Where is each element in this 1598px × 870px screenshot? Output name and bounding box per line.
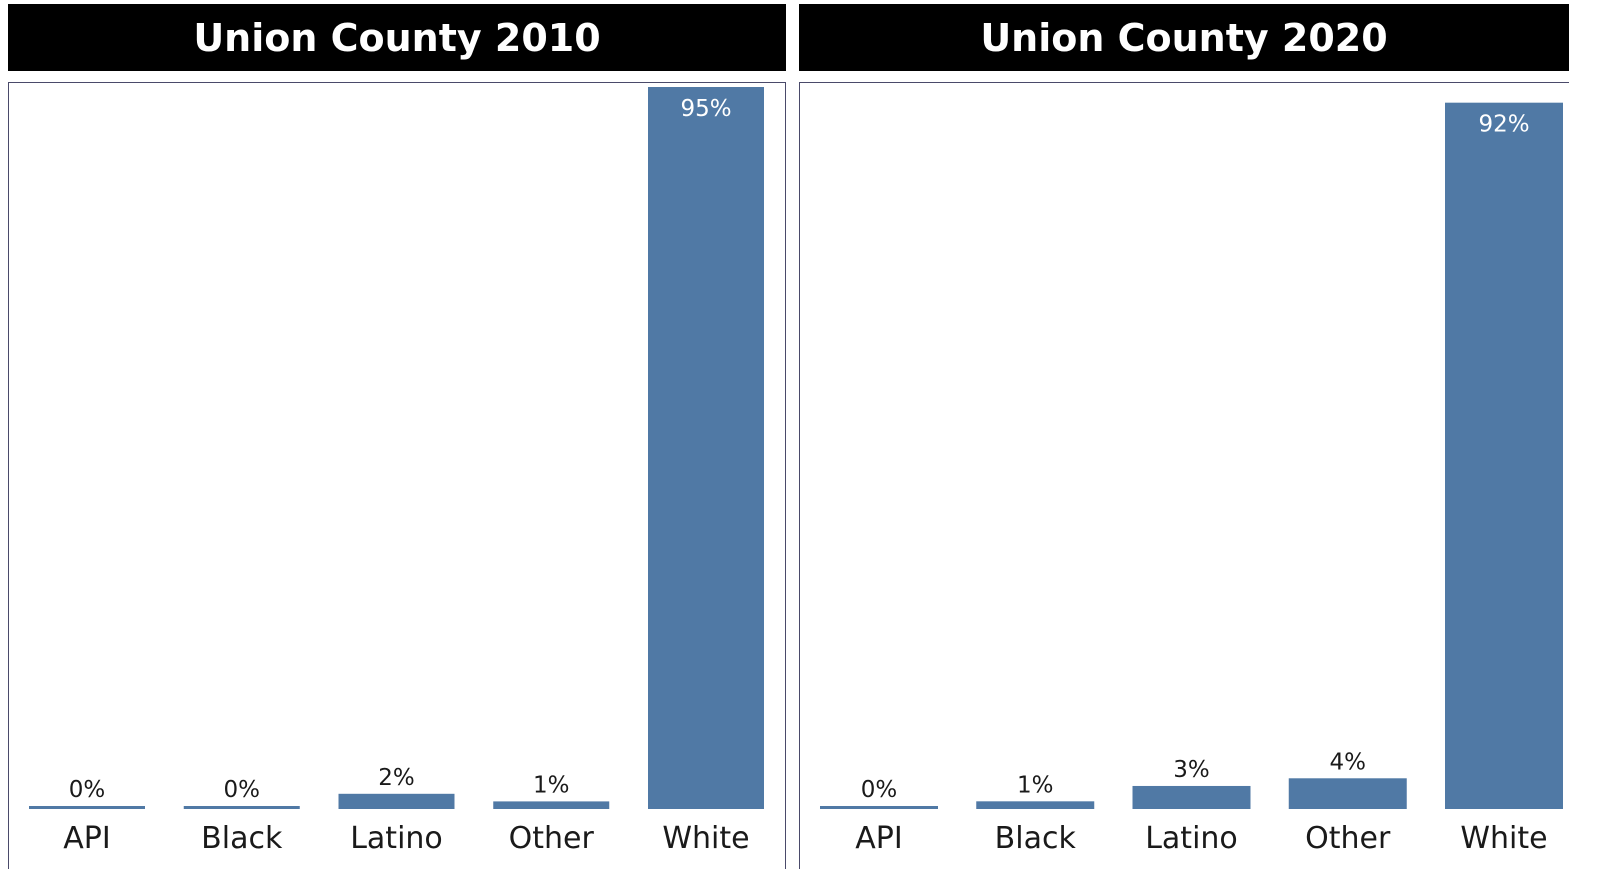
data-label-black: 0% (224, 777, 261, 803)
data-label-api: 0% (861, 777, 898, 803)
chart-title: Union County 2020 (799, 4, 1569, 71)
x-tick-label-latino: Latino (350, 821, 443, 856)
chart-panel-2020: Union County 2020 0% API 1% Black 3% Latino 4%… (799, 4, 1569, 869)
bar-latino (338, 793, 455, 809)
x-tick-label-other: Other (509, 821, 595, 856)
x-tick-label-black: Black (995, 821, 1077, 856)
x-tick-label-api: API (63, 821, 110, 856)
x-tick-label-latino: Latino (1145, 821, 1238, 856)
data-label-latino: 3% (1173, 757, 1210, 783)
bar-white (648, 87, 764, 809)
bar-other (1288, 778, 1407, 809)
x-tick-label-other: Other (1305, 821, 1391, 856)
bar-black (976, 801, 1095, 809)
plot-area: 0% API 0% Black 2% Latino 1% Other 95% White (8, 82, 786, 869)
data-label-other: 1% (533, 772, 570, 798)
x-tick-label-white: White (1460, 821, 1547, 856)
bar-other (493, 801, 610, 809)
data-label-white: 92% (1478, 112, 1529, 138)
data-label-black: 1% (1017, 772, 1054, 798)
x-tick-label-black: Black (201, 821, 283, 856)
bar-black (183, 806, 300, 809)
bar-white (1445, 102, 1563, 809)
x-tick-label-white: White (662, 821, 749, 856)
bar-api (820, 806, 938, 809)
chart-panel-2010: Union County 2010 0% API 0% Black 2% Latino 1%… (8, 4, 786, 869)
data-label-api: 0% (69, 777, 106, 803)
bar-chart-svg: 0% API 1% Black 3% Latino 4% Other 92% White (820, 102, 1563, 856)
chart-title: Union County 2010 (8, 4, 786, 71)
bar-latino (1132, 785, 1251, 809)
bar-api (29, 806, 145, 809)
data-label-latino: 2% (378, 765, 415, 791)
x-tick-label-api: API (855, 821, 902, 856)
data-label-other: 4% (1330, 749, 1367, 775)
bar-chart-svg: 0% API 0% Black 2% Latino 1% Other 95% White (29, 87, 764, 856)
data-label-white: 95% (680, 96, 731, 122)
plot-area: 0% API 1% Black 3% Latino 4% Other 92% White (799, 82, 1569, 869)
